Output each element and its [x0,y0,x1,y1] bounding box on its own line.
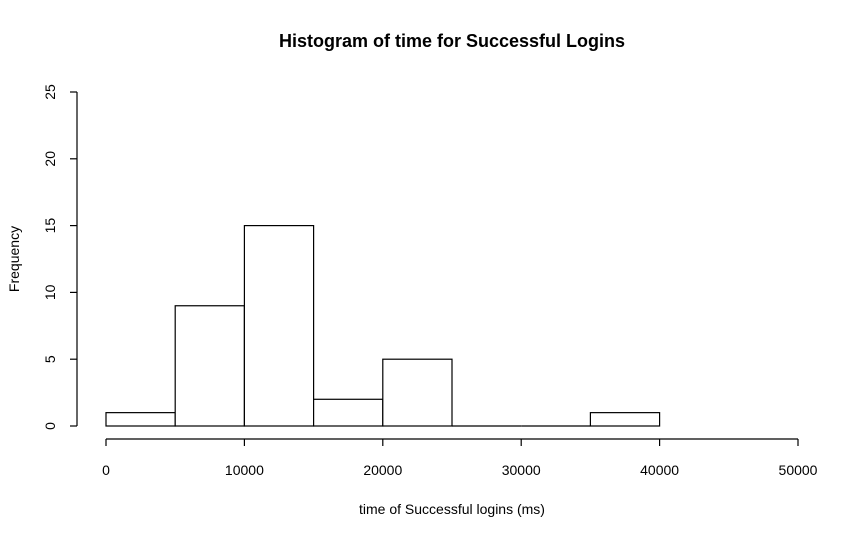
bars-layer [105,225,661,427]
histogram-bar-3 [313,398,384,427]
x-tick-label-2: 20000 [363,462,402,478]
x-tick-label-1: 10000 [225,462,264,478]
y-axis: 0 5 10 15 20 25 [42,84,78,430]
y-axis-label: Frequency [6,226,22,292]
histogram-bar-7 [589,412,661,427]
x-axis-label: time of Successful logins (ms) [359,501,545,517]
y-tick-label-2: 10 [42,284,58,300]
x-tick-label-3: 30000 [502,462,541,478]
x-tick-label-5: 50000 [779,462,818,478]
histogram-bar-1 [174,305,245,427]
x-tick-label-4: 40000 [640,462,679,478]
x-axis-ticks: 0 10000 20000 30000 40000 50000 [102,439,818,478]
chart-title: Histogram of time for Successful Logins [279,31,625,51]
y-tick-label-5: 25 [42,84,58,100]
y-axis-ticks: 0 5 10 15 20 25 [42,84,77,430]
y-tick-label-3: 15 [42,218,58,234]
histogram-bar-0 [105,412,176,427]
x-axis: 0 10000 20000 30000 40000 50000 [102,438,818,478]
x-tick-label-0: 0 [102,462,110,478]
y-tick-label-0: 0 [42,422,58,430]
y-tick-label-1: 5 [42,355,58,363]
histogram-bar-4 [382,358,453,427]
histogram-bar-2 [243,225,315,427]
y-tick-label-4: 20 [42,151,58,167]
